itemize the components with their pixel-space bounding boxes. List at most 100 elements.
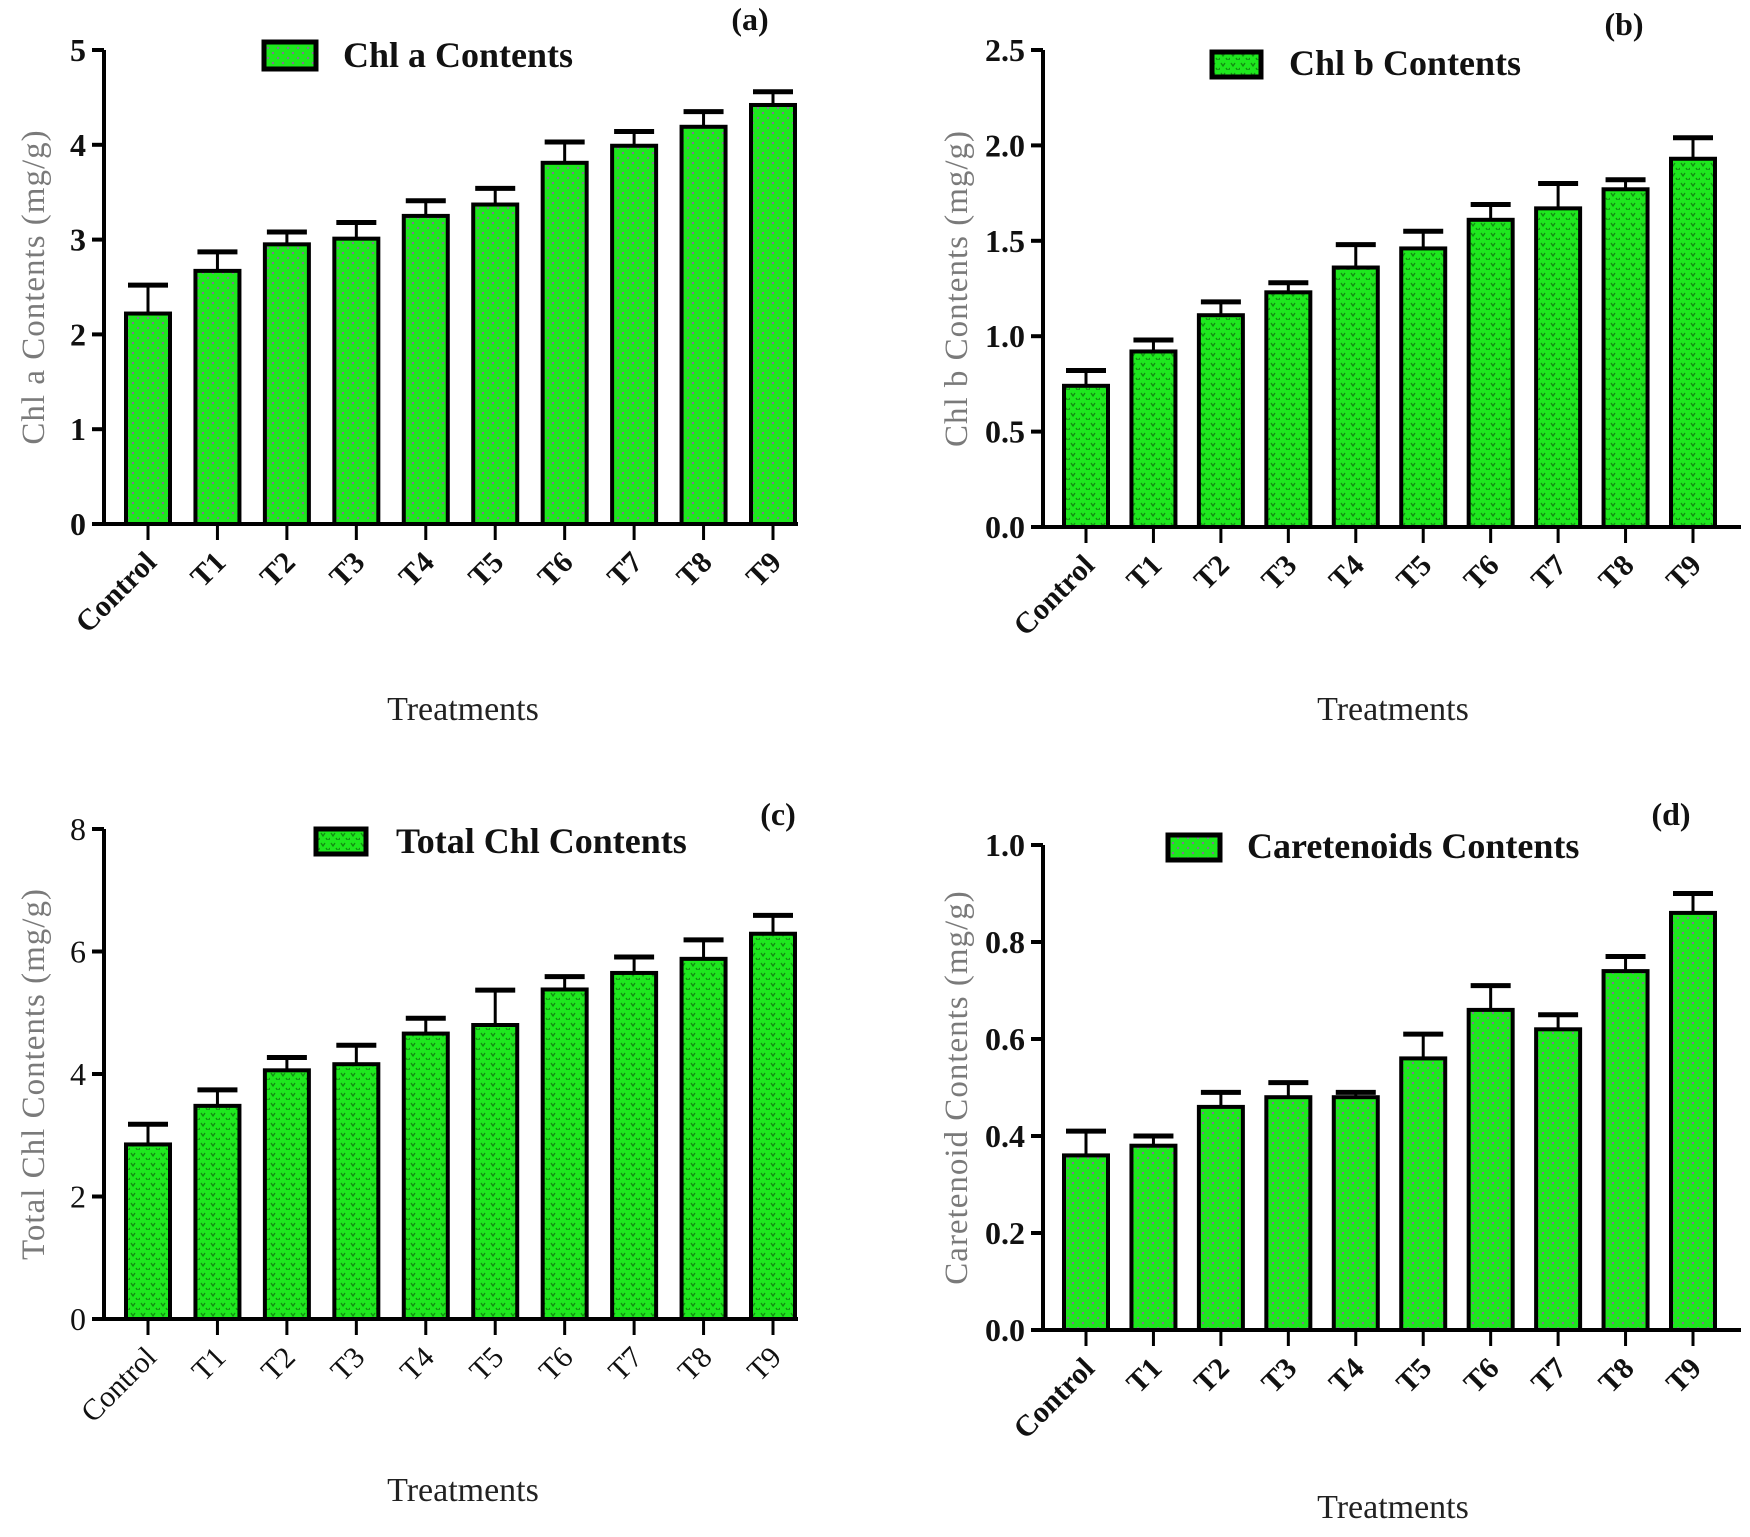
bar-t5: [1399, 1056, 1448, 1333]
x-axis-title: Treatments: [1317, 691, 1469, 728]
bar-t6: [540, 160, 589, 526]
x-tick-label: Control: [1007, 549, 1101, 643]
x-tick-label: T4: [393, 546, 441, 594]
x-tick-label: T4: [394, 1341, 441, 1388]
bar-t3: [1264, 1095, 1313, 1332]
x-tick-label: T8: [670, 546, 718, 594]
panel-label: (a): [731, 1, 768, 37]
legend-label: Chl b Contents: [1289, 43, 1521, 83]
legend-label: Total Chl Contents: [396, 821, 687, 861]
y-tick-label: 0.2: [985, 1215, 1025, 1251]
y-axis-title: Chl b Contents (mg/g): [939, 130, 975, 447]
x-tick-label: T3: [1255, 549, 1303, 597]
y-tick-label: 1: [70, 411, 86, 447]
x-tick-label: T2: [255, 1341, 302, 1388]
x-tick-label: T6: [1458, 549, 1506, 597]
bar-t1: [1129, 1143, 1178, 1332]
legend-label: Caretenoids Contents: [1247, 826, 1579, 866]
bar-control: [1062, 383, 1110, 530]
x-tick-label: T5: [1390, 549, 1438, 597]
y-tick-label: 1.5: [985, 223, 1025, 259]
y-axis-title: Chl a Contents (mg/g): [16, 129, 52, 444]
x-tick-label: T6: [1458, 1352, 1506, 1400]
bar-t1: [193, 268, 242, 526]
x-tick-label: T8: [1592, 549, 1640, 597]
x-tick-label: T9: [740, 546, 788, 594]
bar-t7: [610, 143, 659, 527]
x-axis-title: Treatments: [1317, 1489, 1469, 1526]
y-tick-label: 0.8: [985, 924, 1025, 960]
x-tick-label: T8: [672, 1341, 719, 1388]
x-tick-label: T2: [1188, 549, 1236, 597]
x-tick-label: T7: [1525, 549, 1573, 597]
legend-swatch: [1165, 832, 1223, 863]
x-tick-label: T6: [533, 1341, 580, 1388]
x-tick-label: T1: [1120, 1352, 1168, 1400]
y-axis-title: Total Chl Contents (mg/g): [16, 888, 52, 1260]
y-tick-label: 0: [70, 506, 86, 542]
y-tick-label: 0.0: [985, 1312, 1025, 1348]
bar-t2: [1196, 313, 1245, 529]
y-tick-label: 0: [70, 1301, 86, 1337]
x-tick-label: T7: [1525, 1352, 1573, 1400]
bar-t6: [1466, 1007, 1515, 1333]
x-tick-label: T5: [462, 546, 510, 594]
x-tick-label: T9: [1660, 1352, 1708, 1400]
bar-control: [1062, 1153, 1110, 1333]
y-tick-label: 3: [70, 222, 86, 258]
bar-t8: [1601, 187, 1650, 529]
bar-t5: [471, 202, 520, 527]
legend-swatch: [261, 39, 319, 72]
x-tick-label: T3: [324, 1341, 371, 1388]
bar-t6: [1466, 217, 1515, 529]
x-tick-label: T3: [1255, 1352, 1303, 1400]
y-tick-label: 0.5: [985, 414, 1025, 450]
x-tick-label: T6: [532, 546, 580, 594]
bar-t2: [1196, 1104, 1245, 1333]
legend-label: Chl a Contents: [343, 35, 573, 75]
x-tick-label: T4: [1323, 549, 1371, 597]
x-tick-label: T9: [1660, 549, 1708, 597]
y-tick-label: 2: [70, 316, 86, 352]
bar-t9: [1669, 156, 1717, 529]
y-tick-label: 5: [70, 32, 86, 68]
x-tick-label: T4: [1323, 1352, 1371, 1400]
x-axis-title: Treatments: [387, 691, 539, 728]
y-tick-label: 2.5: [985, 32, 1025, 68]
y-tick-label: 0.0: [985, 509, 1025, 545]
y-tick-label: 2: [70, 1179, 86, 1215]
bar-t8: [679, 124, 728, 527]
bar-t2: [262, 242, 311, 526]
x-tick-label: T5: [1390, 1352, 1438, 1400]
panel-label: (d): [1651, 796, 1690, 832]
panel-label: (c): [760, 796, 796, 832]
y-tick-label: 6: [70, 934, 86, 970]
bar-t9: [749, 102, 797, 526]
bar-t8: [1601, 969, 1650, 1332]
bar-t4: [401, 213, 450, 526]
bar-t1: [1129, 349, 1178, 529]
bar-t4: [401, 1031, 450, 1321]
panel-b-chl-b: Control T1 T2 T3 T4 T5 T6 T7 T8 T9 0.0 0.5 1.0 1.5 2.0…: [939, 6, 1741, 728]
x-tick-label: T1: [185, 1341, 232, 1388]
bar-control: [124, 311, 172, 526]
x-tick-label: T1: [1120, 549, 1168, 597]
x-tick-label: T9: [741, 1341, 788, 1388]
bar-t8: [679, 956, 728, 1321]
x-tick-label: T5: [463, 1341, 510, 1388]
bar-t1: [193, 1103, 242, 1321]
panel-c-total-chl: Control T1 T2 T3 T4 T5 T6 T7 T8 T9 0 2 4 6 8 Treatments…: [16, 796, 798, 1509]
y-tick-label: 4: [70, 127, 86, 163]
x-tick-label: T7: [602, 1341, 649, 1388]
y-tick-label: 0.4: [985, 1118, 1025, 1154]
x-tick-label: Control: [75, 1341, 163, 1429]
panel-a-chl-a: Control T1 T2 T3 T4 T5 T6 T7 T8 T9 0 1 2 3 4 5 Treatment…: [16, 1, 798, 728]
bar-t5: [1399, 246, 1448, 529]
bar-t6: [540, 987, 589, 1321]
legend-swatch: [1209, 49, 1264, 80]
bar-control: [124, 1142, 172, 1321]
y-tick-label: 2.0: [985, 127, 1025, 163]
panel-d-carotenoids: Control T1 T2 T3 T4 T5 T6 T7 T8 T9 0.0 0.2 0.4 0.6 0.8…: [939, 796, 1741, 1526]
y-tick-label: 0.6: [985, 1021, 1025, 1057]
